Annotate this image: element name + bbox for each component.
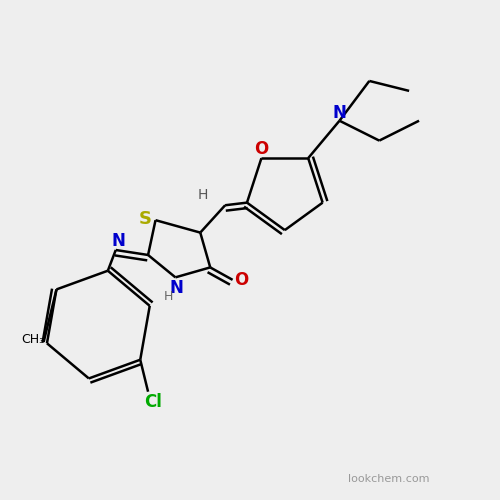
Text: N: N [170, 280, 183, 297]
Text: lookchem.com: lookchem.com [348, 474, 430, 484]
Text: O: O [254, 140, 268, 158]
Text: N: N [332, 104, 346, 122]
Text: H: H [164, 290, 172, 302]
Text: S: S [139, 210, 152, 228]
Text: O: O [234, 271, 248, 289]
Text: CH₃: CH₃ [21, 333, 44, 346]
Text: H: H [198, 188, 208, 202]
Text: Cl: Cl [144, 392, 162, 410]
Text: N: N [112, 232, 125, 250]
